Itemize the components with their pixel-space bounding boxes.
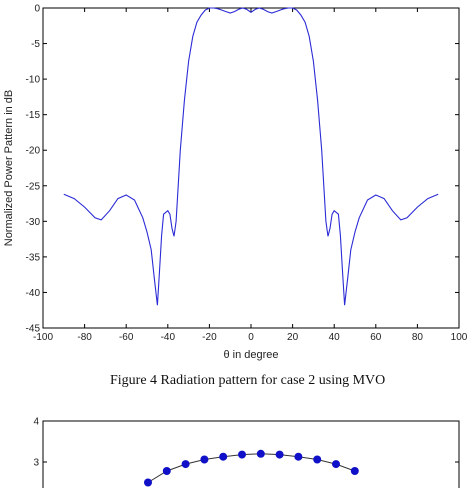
x-tick-label: -20: [202, 332, 217, 343]
y-tick-label: -10: [26, 75, 41, 86]
y-axis-label: Normalized Power Pattern in dB: [3, 90, 15, 247]
y-tick-label: -45: [26, 324, 41, 335]
scatter-point: [200, 455, 209, 464]
scatter-point: [275, 450, 284, 459]
plot-area: [42, 7, 460, 329]
scatter-point: [332, 460, 340, 469]
y-tick-label: 3: [33, 458, 39, 469]
scatter-point: [181, 460, 190, 469]
x-tick-label: -80: [77, 332, 92, 343]
scatter-point: [350, 467, 359, 475]
pattern-series-line: [63, 7, 439, 306]
figure-caption: Figure 4 Radiation pattern for case 2 us…: [110, 373, 386, 388]
x-tick-label: -60: [119, 332, 134, 343]
y-tick-label: 4: [33, 417, 39, 428]
radiation-pattern-chart: -100 -80 -60 -40 -20 0 20 40 60 80 100 0 -5 -10 -15 -20…: [3, 4, 468, 362]
scatter-point: [144, 478, 152, 487]
x-tick-label: 20: [287, 332, 299, 343]
scatter-point: [294, 452, 303, 461]
x-tick-label: -100: [33, 332, 53, 343]
y-tick-label: -35: [26, 252, 41, 263]
y-tick-label: -25: [26, 181, 41, 192]
x-tick-label: 80: [412, 332, 424, 343]
scatter-point: [313, 455, 322, 464]
x-tick-label: -40: [161, 332, 176, 343]
x-tick-label: 60: [370, 332, 382, 343]
scatter-point: [238, 450, 246, 459]
fit-curve: [147, 453, 355, 483]
scatter-point: [162, 467, 171, 475]
x-axis-label: θ in degree: [223, 349, 278, 361]
y-tick-label: -30: [26, 217, 41, 228]
plot-area-2: [42, 420, 460, 488]
y-tick-label: -20: [26, 146, 41, 157]
y-tick-label: 0: [34, 4, 40, 15]
y-tick-label: -5: [31, 39, 40, 50]
x-tick-label: 40: [329, 332, 341, 343]
x-tick-label: 100: [451, 332, 468, 343]
x-tick-label: 0: [248, 332, 254, 343]
y-tick-label: -15: [26, 110, 41, 121]
scatter-point: [256, 449, 265, 458]
scatter-point: [219, 452, 228, 461]
y-tick-label: -40: [26, 288, 41, 299]
